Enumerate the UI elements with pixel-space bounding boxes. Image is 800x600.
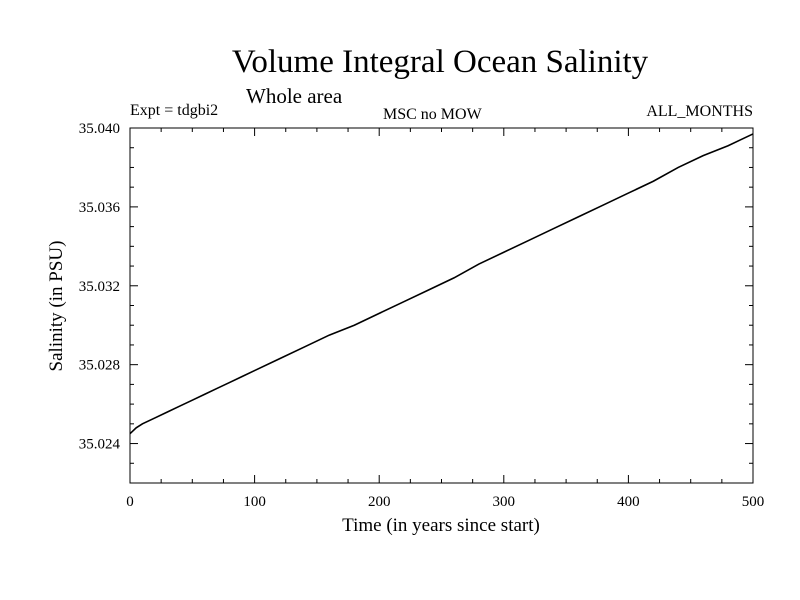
chart-title: Volume Integral Ocean Salinity <box>231 44 649 80</box>
config-label: MSC no MOW <box>383 106 482 123</box>
y-tick-label: 35.024 <box>79 437 121 453</box>
months-label: ALL_MONTHS <box>646 103 753 120</box>
y-tick-label: 35.032 <box>79 279 120 295</box>
x-tick-label: 400 <box>617 494 640 510</box>
experiment-label: Expt = tdgbi2 <box>130 102 219 119</box>
x-tick-label: 0 <box>126 494 134 510</box>
x-axis-label: Time (in years since start) <box>342 515 540 536</box>
x-tick-label: 300 <box>493 494 516 510</box>
x-tick-label: 200 <box>368 494 391 510</box>
salinity-series-line <box>129 133 754 435</box>
y-axis-label: Salinity (in PSU) <box>46 241 67 372</box>
chart-subtitle: Whole area <box>246 84 343 108</box>
x-tick-label: 100 <box>243 494 266 510</box>
y-tick-labels: 35.024 35.028 35.032 35.036 35.040 <box>79 121 121 453</box>
y-tick-label: 35.036 <box>79 200 121 216</box>
y-tick-label: 35.028 <box>79 358 120 374</box>
x-tick-labels: 0 100 200 300 400 500 <box>126 494 764 510</box>
plot-frame <box>129 127 754 484</box>
y-tick-label: 35.040 <box>79 121 120 137</box>
x-tick-label: 500 <box>742 494 765 510</box>
axis-ticks <box>129 127 754 484</box>
